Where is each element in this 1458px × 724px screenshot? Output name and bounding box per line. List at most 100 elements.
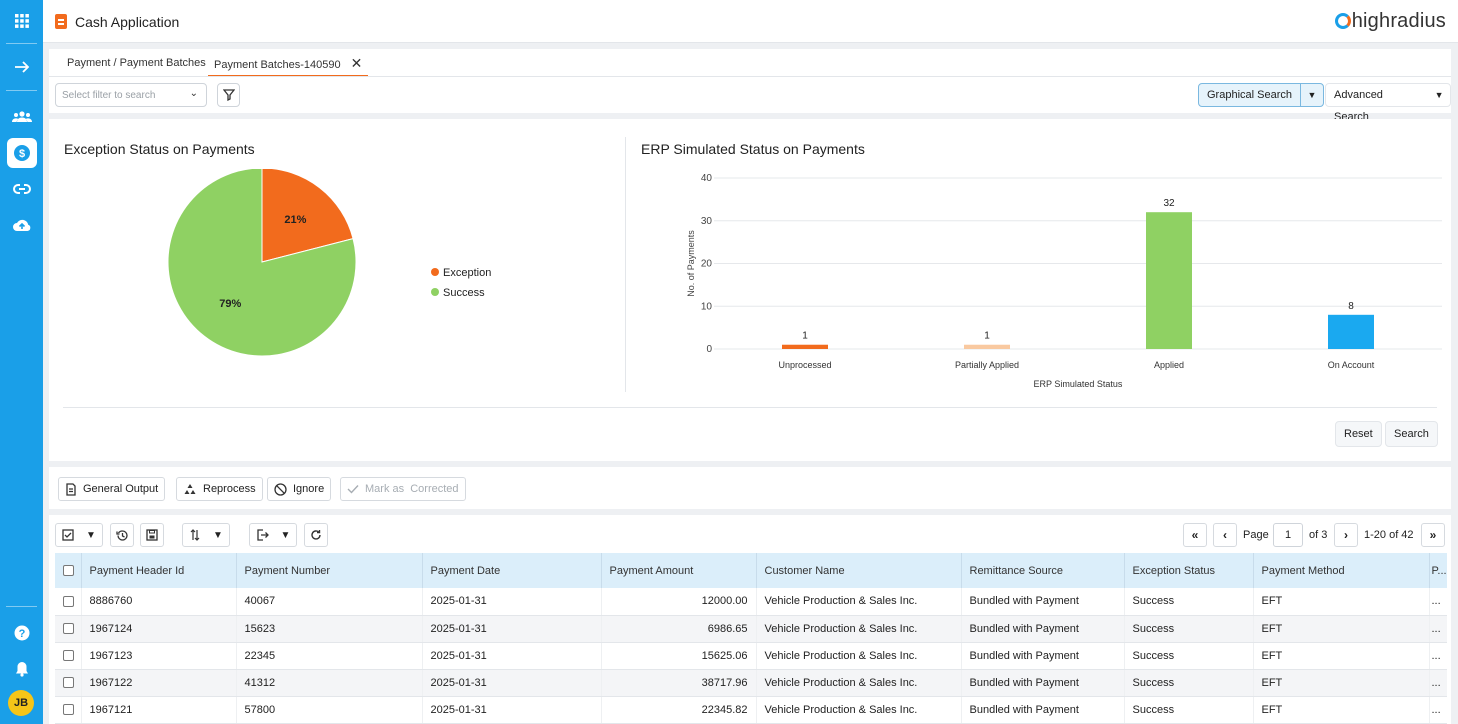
column-header[interactable]: P... xyxy=(1429,553,1447,588)
apps-grid-icon[interactable] xyxy=(7,6,37,36)
table-cell: 1967124 xyxy=(81,615,237,643)
filter-select[interactable]: Select filter to search ⌄ xyxy=(55,83,207,107)
table-cell: ... xyxy=(1429,588,1447,616)
export-icon xyxy=(256,529,269,541)
column-header[interactable]: Customer Name xyxy=(756,553,962,588)
first-page-button[interactable]: « xyxy=(1183,523,1207,547)
reprocess-button[interactable]: Reprocess xyxy=(176,477,263,501)
last-page-button[interactable]: » xyxy=(1421,523,1445,547)
save-view-button[interactable] xyxy=(140,523,164,547)
row-checkbox[interactable] xyxy=(55,588,82,616)
previous-page-button[interactable]: ‹ xyxy=(1213,523,1237,547)
row-checkbox[interactable] xyxy=(55,615,82,643)
brand-name: highradius xyxy=(1351,10,1446,32)
table-cell: Bundled with Payment xyxy=(961,669,1125,697)
filter-funnel-icon xyxy=(222,89,235,101)
tab-payment-batches[interactable]: Payment / Payment Batches xyxy=(61,49,212,77)
expand-arrow-icon[interactable] xyxy=(7,52,37,82)
refresh-icon xyxy=(311,530,321,540)
mark-as-corrected-button[interactable]: Mark as Corrected xyxy=(340,477,466,501)
pie-data-label: 79% xyxy=(219,298,241,310)
column-header[interactable]: Payment Date xyxy=(422,553,602,588)
table-cell: ... xyxy=(1429,615,1447,643)
table-cell: 22345 xyxy=(236,642,423,670)
graphical-search-button[interactable]: Graphical Search ▼ xyxy=(1198,83,1324,107)
actions-panel: General Output Reprocess Ignore Mark as … xyxy=(49,467,1451,509)
cash-application-icon[interactable]: $ xyxy=(7,138,37,168)
column-header[interactable]: Exception Status xyxy=(1124,553,1254,588)
legend-item-exception[interactable]: Exception xyxy=(431,267,491,279)
caret-down-icon[interactable]: ▼ xyxy=(1307,90,1317,100)
table-cell: ... xyxy=(1429,669,1447,697)
table-cell: 2025-01-31 xyxy=(422,642,602,670)
app-title: Cash Application xyxy=(75,14,180,30)
bar-partially-applied[interactable] xyxy=(964,344,1010,349)
row-checkbox[interactable] xyxy=(55,696,82,724)
table-cell: Vehicle Production & Sales Inc. xyxy=(756,642,962,670)
svg-text:?: ? xyxy=(19,628,26,640)
table-row[interactable]: 8886760 40067 2025-01-31 12000.00 Vehicle Pr… xyxy=(55,588,1447,616)
table-cell: Vehicle Production & Sales Inc. xyxy=(756,588,962,616)
bar-chart-title: ERP Simulated Status on Payments xyxy=(641,141,865,157)
legend-item-success[interactable]: Success xyxy=(431,287,485,299)
search-button[interactable]: Search xyxy=(1385,421,1438,447)
help-icon[interactable]: ? xyxy=(7,618,37,648)
table-cell: 41312 xyxy=(236,669,423,697)
table-row[interactable]: 1967123 22345 2025-01-31 15625.06 Vehicle Pr… xyxy=(55,642,1447,670)
pie-slice-success[interactable] xyxy=(167,169,357,357)
history-button[interactable] xyxy=(110,523,134,547)
caret-down-icon[interactable]: ▼ xyxy=(1434,90,1444,100)
tab-payment-batch-detail[interactable]: Payment Batches-140590 ✕ xyxy=(208,49,369,77)
table-cell: Bundled with Payment xyxy=(961,588,1125,616)
caret-down-icon: ▼ xyxy=(280,529,291,541)
refresh-button[interactable] xyxy=(304,523,328,547)
next-page-button[interactable]: › xyxy=(1334,523,1358,547)
table-cell: EFT xyxy=(1253,669,1430,697)
bar-unprocessed[interactable] xyxy=(782,344,828,349)
column-header[interactable]: Remittance Source xyxy=(961,553,1125,588)
y-tick-label: 0 xyxy=(706,344,712,355)
export-dropdown[interactable]: ▼ xyxy=(249,523,297,547)
table-cell: Vehicle Production & Sales Inc. xyxy=(756,615,962,643)
table-row[interactable]: 1967121 57800 2025-01-31 22345.82 Vehicle Pr… xyxy=(55,696,1447,724)
general-output-button[interactable]: General Output xyxy=(58,477,166,501)
record-range-label: 1-20 of 42 xyxy=(1364,529,1414,541)
reset-button[interactable]: Reset xyxy=(1335,421,1382,447)
table-cell: 2025-01-31 xyxy=(422,696,602,724)
cloud-upload-icon[interactable] xyxy=(7,210,37,240)
table-cell: Success xyxy=(1124,615,1254,643)
notification-bell-icon[interactable] xyxy=(7,654,37,684)
link-icon[interactable] xyxy=(7,174,37,204)
chart-divider xyxy=(625,137,626,392)
advanced-search-button[interactable]: Advanced Search ▼ xyxy=(1325,83,1451,123)
left-rail: $ ? JB xyxy=(0,0,43,724)
table-cell: Success xyxy=(1124,696,1254,724)
save-icon xyxy=(146,529,158,541)
row-checkbox[interactable] xyxy=(55,642,82,670)
exception-status-pie-chart: 21% 79% Exception Success xyxy=(167,169,491,357)
table-row[interactable]: 1967124 15623 2025-01-31 6986.65 Vehicle Pro… xyxy=(55,615,1447,643)
bar-applied[interactable] xyxy=(1146,212,1192,349)
table-row[interactable]: 1967122 41312 2025-01-31 38717.96 Vehicle Pr… xyxy=(55,669,1447,697)
select-all-dropdown[interactable]: ▼ xyxy=(55,523,103,547)
bar-on-account[interactable] xyxy=(1328,314,1374,349)
column-header[interactable]: Payment Number xyxy=(236,553,423,588)
advanced-search-label: Advanced Search xyxy=(1334,89,1383,123)
column-header[interactable]: Payment Header Id xyxy=(81,553,237,588)
reprocess-label: Reprocess xyxy=(203,483,256,495)
row-checkbox[interactable] xyxy=(55,669,82,697)
close-tab-icon[interactable]: ✕ xyxy=(350,55,363,71)
sort-dropdown[interactable]: ▼ xyxy=(182,523,230,547)
column-header[interactable]: Payment Method xyxy=(1253,553,1430,588)
ignore-button[interactable]: Ignore xyxy=(267,477,332,501)
pie-slice-exception[interactable] xyxy=(261,169,354,263)
filter-funnel-button[interactable] xyxy=(217,83,240,107)
sort-icon xyxy=(190,529,200,541)
page-number-input[interactable]: 1 xyxy=(1273,523,1303,547)
svg-text:$: $ xyxy=(19,148,25,160)
users-icon[interactable] xyxy=(7,102,37,132)
select-all-checkbox[interactable] xyxy=(55,553,82,588)
column-header[interactable]: Payment Amount xyxy=(601,553,757,588)
user-avatar[interactable]: JB xyxy=(8,690,34,716)
page-total-label: of 3 xyxy=(1309,529,1328,541)
